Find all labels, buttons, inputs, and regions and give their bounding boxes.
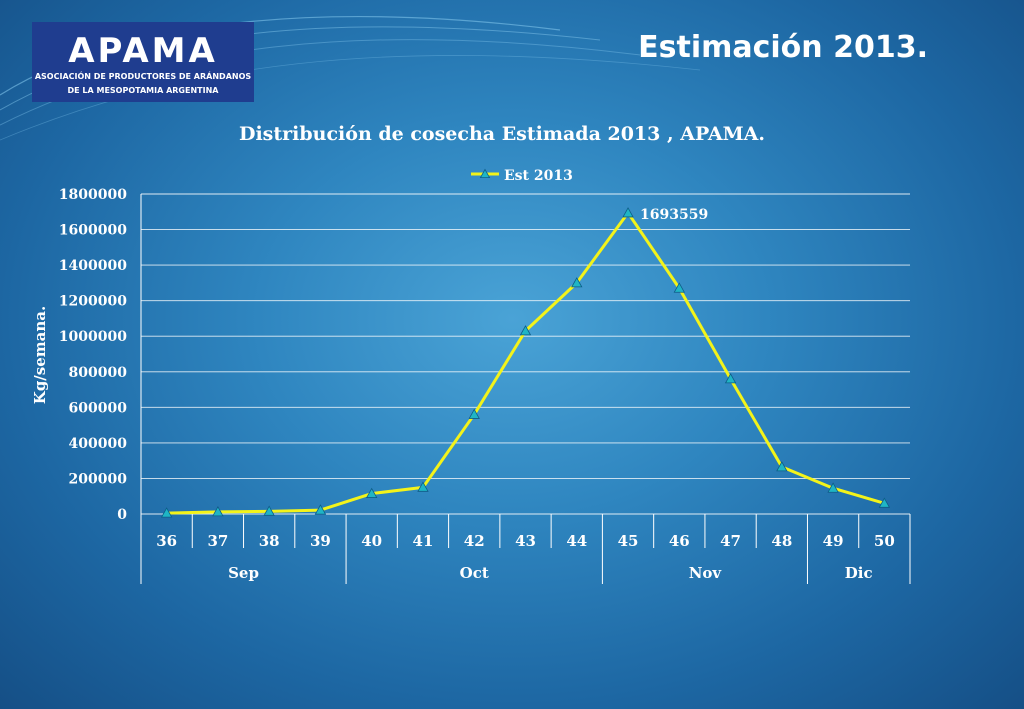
x-tick-label: 40 [361, 532, 382, 550]
series-est-2013 [160, 207, 891, 518]
legend-marker-icon [479, 168, 491, 178]
data-point-marker [314, 504, 327, 515]
y-tick-label: 200000 [69, 471, 128, 487]
x-tick-label: 44 [566, 532, 587, 550]
legend-label: Est 2013 [504, 168, 573, 184]
data-point-marker [827, 482, 839, 493]
series-line [166, 211, 885, 515]
x-tick-label: 41 [413, 532, 434, 550]
gridlines [140, 193, 910, 515]
x-tick-label: 37 [207, 532, 228, 550]
y-axis-label: Kg/semana. [31, 306, 49, 404]
x-tick-label: 45 [618, 532, 639, 550]
data-point-marker [724, 373, 737, 384]
y-tick-label: 1000000 [59, 329, 127, 345]
data-point-marker [519, 325, 532, 336]
x-group-label: Sep [228, 564, 259, 582]
y-tick-label: 0 [117, 507, 127, 523]
x-tick-label: 42 [464, 532, 485, 550]
data-point-marker [468, 408, 480, 419]
data-labels: 1693559 [640, 207, 708, 223]
y-tick-label: 1600000 [59, 223, 127, 239]
data-point-marker [878, 497, 891, 508]
x-axis: 36 37 38 39 40 41 42 43 44 45 46 47 48 49 50 Sep Oct Nov D… [140, 514, 911, 584]
data-point-marker [673, 282, 685, 293]
x-tick-label: 36 [156, 532, 177, 550]
data-point-marker [366, 487, 378, 498]
x-tick-label: 49 [823, 532, 844, 550]
y-tick-label: 1200000 [59, 294, 127, 310]
data-point-marker [263, 505, 275, 516]
y-axis-ticks: 0 200000 400000 600000 800000 1000000 1200000 1… [59, 187, 127, 523]
slide-title: Estimación 2013. [638, 30, 928, 65]
logo-subtitle-line1: ASOCIACIÓN DE PRODUCTORES DE ARÁNDANOS [34, 72, 252, 81]
data-point-marker [776, 461, 788, 472]
y-tick-label: 1400000 [59, 258, 127, 274]
data-point-marker [160, 507, 173, 518]
y-tick-label: 600000 [69, 400, 128, 416]
data-label: 1693559 [640, 207, 708, 223]
x-group-label: Dic [845, 564, 873, 582]
x-tick-label: 48 [771, 532, 792, 550]
apama-logo: APAMA ASOCIACIÓN DE PRODUCTORES DE ARÁND… [32, 22, 254, 102]
x-tick-label: 38 [259, 532, 280, 550]
x-group-label: Oct [460, 564, 489, 582]
x-tick-label: 46 [669, 532, 690, 550]
logo-subtitle-line2: DE LA MESOPOTAMIA ARGENTINA [67, 86, 219, 95]
data-point-marker [417, 481, 429, 492]
x-group-label: Nov [689, 564, 723, 582]
y-tick-label: 1800000 [59, 187, 127, 203]
x-tick-label: 39 [310, 532, 331, 550]
x-tick-label: 43 [515, 532, 536, 550]
data-point-marker [622, 207, 634, 218]
y-tick-label: 800000 [69, 365, 128, 381]
chart-legend: Est 2013 [471, 168, 573, 184]
chart-title: Distribución de cosecha Estimada 2013 , … [239, 123, 765, 145]
data-point-marker [571, 277, 583, 288]
data-point-marker [212, 506, 224, 517]
x-tick-label: 47 [720, 532, 741, 550]
y-tick-label: 400000 [69, 436, 128, 452]
logo-mark: APAMA [68, 31, 218, 71]
x-tick-label: 50 [874, 532, 895, 550]
